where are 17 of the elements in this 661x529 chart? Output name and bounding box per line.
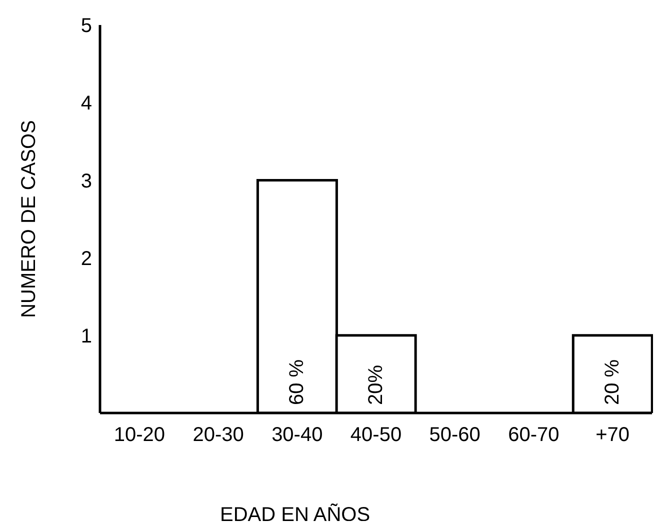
x-tick-label: 40-50 <box>350 424 402 446</box>
x-tick-label: 10-20 <box>114 424 166 446</box>
annotation: 20 % <box>602 359 624 405</box>
y-tick-label: 1 <box>80 326 92 348</box>
x-tick-label: 60-70 <box>508 424 560 446</box>
y-axis-title: NUMERO DE CASOS <box>18 120 40 318</box>
x-tick-label: +70 <box>596 424 630 446</box>
y-tick-label: 5 <box>80 15 92 38</box>
y-tick-label: 2 <box>80 248 92 270</box>
x-tick-label: 30-40 <box>272 424 323 446</box>
annotation: 20% <box>365 364 388 405</box>
y-tick-label: 3 <box>80 170 92 192</box>
y-tick-label: 4 <box>80 92 92 115</box>
x-tick-label: 50-60 <box>429 424 480 446</box>
annotation: 60 % <box>286 359 308 405</box>
x-axis-title: EDAD EN AÑOS <box>220 503 370 526</box>
x-tick-label: 20-30 <box>192 424 244 446</box>
